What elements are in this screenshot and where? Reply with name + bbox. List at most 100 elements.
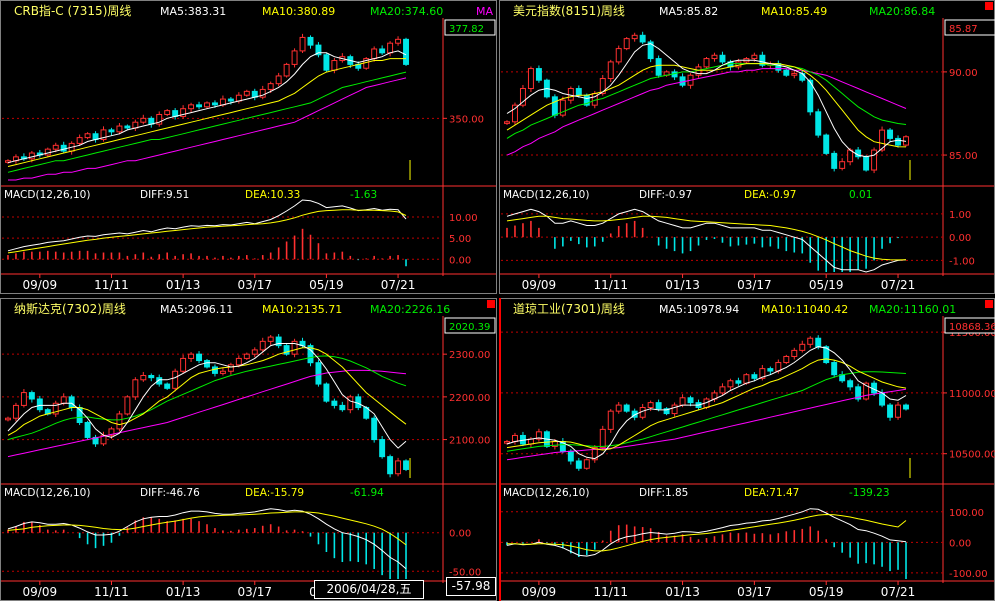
macd-tick-label: 1.00 (949, 210, 971, 221)
candle-body-up (395, 38, 402, 44)
panel-frame (499, 0, 995, 294)
candle-body-down (211, 366, 218, 374)
candle-body-down (751, 374, 758, 379)
candle-body-up (527, 68, 534, 90)
candle-body-down (887, 404, 894, 418)
candle-body-up (259, 340, 266, 351)
current-price-label: 377.82 (449, 24, 484, 35)
candle-body-down (623, 404, 630, 412)
candle-body-up (164, 110, 171, 115)
macd-diff-label: DIFF:-0.97 (639, 189, 692, 201)
candle-body-up (52, 402, 59, 415)
time-tick-label: 01/13 (166, 585, 201, 599)
candle-body-up (243, 90, 250, 96)
chart-panel-3: 道琼工业(7301)周线 MA5:10978.94 MA10:11040.42 MA2… (499, 298, 995, 601)
candle-body-up (807, 337, 814, 345)
candle-body-down (663, 408, 670, 415)
macd-tick-label: 0.00 (449, 529, 471, 540)
macd-tick-label: -100.00 (949, 569, 988, 580)
time-tick-label: 03/17 (237, 278, 272, 292)
ma20-line (7, 355, 407, 441)
candle-body-down (863, 156, 870, 171)
chart-panel-2: 纳斯达克(7302)周线 MA5:2096.11 MA10:2135.71 MA20:… (0, 298, 497, 601)
candle-body-down (815, 337, 822, 348)
time-tick-label: 03/17 (737, 585, 772, 599)
candle-body-up (591, 447, 598, 461)
candle-body-down (535, 68, 542, 81)
candle-body-up (235, 357, 242, 366)
candle-body-down (108, 129, 115, 133)
time-tick-label: 09/09 (23, 585, 58, 599)
candle-body-up (267, 336, 274, 342)
candle-body-up (347, 396, 354, 411)
price-tick-label: 350.00 (449, 114, 484, 125)
candle-body-up (711, 54, 718, 60)
candle-body-up (607, 410, 614, 430)
candle-body-down (567, 450, 574, 462)
macd-dea-line (507, 513, 907, 552)
candle-body-up (76, 137, 83, 144)
ma10-label: MA10:85.49 (761, 5, 827, 18)
ma40-line (506, 388, 907, 461)
ma40-line (7, 369, 407, 458)
time-tick-label: 01/13 (665, 585, 700, 599)
current-price-box (944, 317, 995, 334)
candle-body-up (395, 460, 402, 475)
time-tick-label: 11/11 (94, 278, 129, 292)
chart-panel-0: CRB指-C (7315)周线 MA5:383.31 MA10:380.89 MA20… (0, 0, 497, 294)
candle-body-down (211, 102, 218, 106)
ma5-line (7, 343, 407, 449)
current-price-box (444, 19, 496, 36)
time-tick-label: 07/21 (381, 278, 416, 292)
ma10-label: MA10:2135.71 (262, 303, 342, 316)
candle-body-up (251, 349, 258, 355)
status-date-box: 2006/04/28,五 (314, 580, 424, 599)
candle-body-down (379, 48, 386, 54)
candle-body-down (323, 54, 330, 71)
candle-body-down (719, 54, 726, 63)
candle-body-down (783, 69, 790, 76)
candle-body-up (188, 353, 195, 359)
ma5-label: MA5:85.82 (659, 5, 718, 18)
candle-body-up (132, 379, 139, 398)
current-price-label: 85.87 (949, 24, 978, 35)
candle-body-down (847, 380, 854, 388)
candle-body-down (36, 398, 43, 411)
ma5-line (506, 43, 907, 158)
macd-value-label: -61.94 (350, 487, 384, 499)
candle-body-down (227, 98, 234, 102)
candle-body-up (259, 88, 266, 98)
candle-body-up (156, 113, 163, 125)
time-tick-label: 11/11 (94, 585, 129, 599)
candle-body-up (871, 149, 878, 171)
macd-dea-label: DEA:-15.79 (245, 487, 304, 499)
ma20-line (506, 63, 907, 139)
candle-body-up (387, 42, 394, 54)
candle-body-up (84, 133, 91, 139)
candle-body-up (847, 149, 854, 163)
chart-panel-1: 美元指数(8151)周线 MA5:85.82 MA10:85.49 MA20:86.8… (499, 0, 995, 294)
candle-body-up (783, 355, 790, 364)
candle-body-up (743, 374, 750, 384)
ma10-label: MA10:11040.42 (761, 303, 848, 316)
candle-body-down (196, 353, 203, 362)
candle-body-up (12, 404, 19, 419)
candle-body-up (751, 54, 758, 60)
candle-body-down (903, 404, 909, 410)
candle-body-up (719, 386, 726, 394)
candle-body-up (839, 161, 846, 169)
macd-diff-label: DIFF:-46.76 (140, 487, 200, 499)
candle-body-up (243, 353, 250, 359)
ma10-line (506, 358, 907, 451)
time-tick-label: 01/13 (665, 278, 700, 292)
candle-body-up (28, 152, 35, 160)
candle-body-up (116, 413, 123, 430)
price-tick-label: 10500.00 (949, 450, 995, 461)
ma40-label: MA (476, 5, 493, 18)
candle-body-up (615, 404, 622, 412)
candle-body-up (331, 60, 338, 71)
price-tick-label: 2300.00 (449, 350, 490, 361)
candle-body-up (631, 34, 638, 40)
candle-body-down (831, 362, 838, 376)
